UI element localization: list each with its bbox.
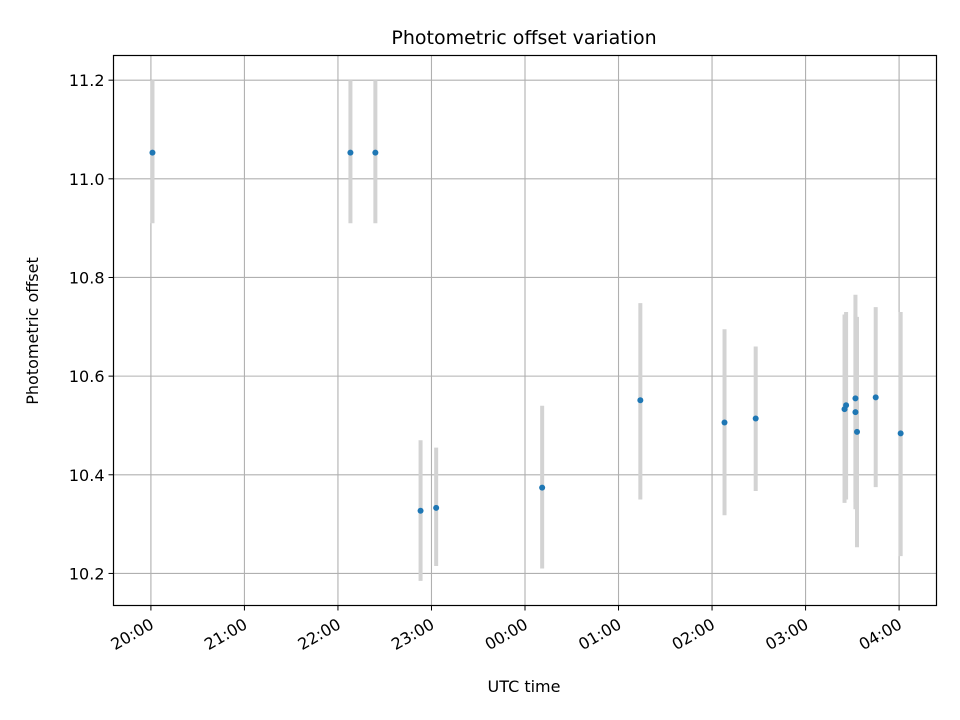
data-point (347, 149, 354, 156)
x-tick-label: 22:00 (295, 615, 344, 655)
x-tick-label: 04:00 (856, 615, 905, 655)
x-axis: 20:00 21:00 22:00 23:00 00:00 01:00 02:00 03:00… (107, 605, 905, 655)
y-tick-label: 10.4 (69, 466, 105, 485)
y-tick-label: 10.6 (69, 367, 105, 386)
chart-title: Photometric offset variation (391, 27, 656, 49)
error-bars (150, 80, 903, 581)
y-tick-label: 10.8 (69, 268, 105, 287)
x-axis-label: UTC time (488, 677, 561, 696)
x-tick-label: 01:00 (575, 615, 624, 655)
x-tick-label: 23:00 (388, 615, 437, 655)
data-point (854, 428, 861, 435)
data-point (852, 409, 859, 416)
data-point (433, 504, 440, 511)
x-tick-label: 02:00 (669, 615, 718, 655)
y-tick-label: 10.2 (69, 564, 105, 583)
data-point (372, 149, 379, 156)
data-point (852, 395, 859, 402)
grid (113, 55, 937, 606)
data-point (539, 484, 546, 491)
data-point (897, 430, 904, 437)
x-tick-label: 03:00 (762, 615, 811, 655)
y-tick-label: 11.2 (69, 71, 105, 90)
data-point (872, 394, 879, 401)
data-point (843, 402, 850, 409)
data-point (417, 507, 424, 514)
x-tick-label: 20:00 (107, 615, 156, 655)
x-tick-label: 00:00 (482, 615, 531, 655)
data-point (637, 397, 644, 404)
data-points (149, 149, 904, 514)
y-axis-label: Photometric offset (23, 257, 42, 405)
y-axis: 10.2 10.4 10.6 10.8 11.0 11.2 (69, 71, 114, 583)
data-point (149, 149, 156, 156)
data-point (721, 419, 728, 426)
x-tick-label: 21:00 (201, 615, 250, 655)
data-point (752, 415, 759, 422)
y-tick-label: 11.0 (69, 170, 105, 189)
